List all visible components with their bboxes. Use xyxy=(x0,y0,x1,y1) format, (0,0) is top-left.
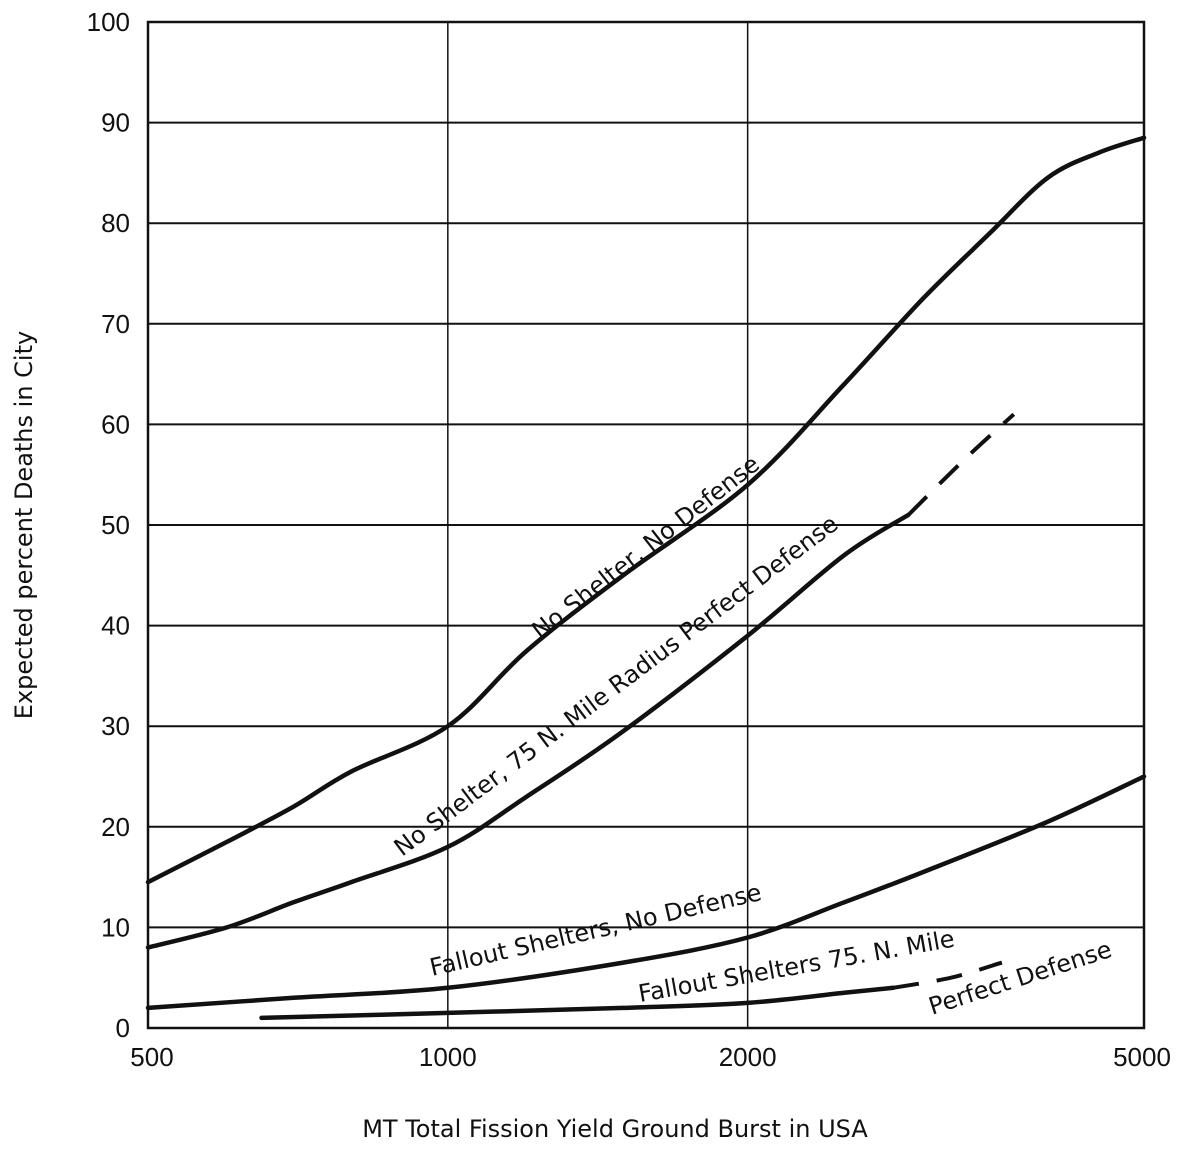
plot-frame xyxy=(146,20,1146,1030)
y-tick-label: 90 xyxy=(101,108,130,138)
y-tick-label: 20 xyxy=(101,812,130,842)
series-line-2 xyxy=(145,512,911,950)
grid-lines xyxy=(148,22,1144,1028)
series-line-4 xyxy=(259,985,896,1021)
series-line-2-dashed xyxy=(906,412,1016,517)
x-tick-label: 5000 xyxy=(1113,1042,1171,1072)
x-tick-label: 1000 xyxy=(419,1042,477,1072)
y-tick-label: 0 xyxy=(116,1013,130,1043)
y-tick-label: 40 xyxy=(101,611,130,641)
x-tick-label: 500 xyxy=(130,1042,173,1072)
tick-labels: 0 10 20 30 40 50 60 70 80 90 100 500 1000 2000 5000 xyxy=(87,7,1171,1072)
x-axis-title: MT Total Fission Yield Ground Burst in U… xyxy=(362,1115,868,1143)
y-tick-label: 50 xyxy=(101,510,130,540)
series-line-1 xyxy=(145,135,1147,885)
y-axis-title: Expected percent Deaths in City xyxy=(10,331,38,719)
label-fallout-perfect-defense-a: Fallout Shelters 75. N. Mile xyxy=(636,925,956,1008)
curves xyxy=(145,135,1147,1021)
y-tick-label: 60 xyxy=(101,409,130,439)
y-tick-label: 30 xyxy=(101,711,130,741)
y-tick-label: 10 xyxy=(101,912,130,942)
series-line-4-dashed xyxy=(892,960,1003,990)
x-tick-label: 2000 xyxy=(719,1042,777,1072)
y-tick-label: 100 xyxy=(87,7,130,37)
y-tick-label: 80 xyxy=(101,208,130,238)
y-tick-label: 70 xyxy=(101,309,130,339)
series-line-3 xyxy=(145,774,1147,1011)
